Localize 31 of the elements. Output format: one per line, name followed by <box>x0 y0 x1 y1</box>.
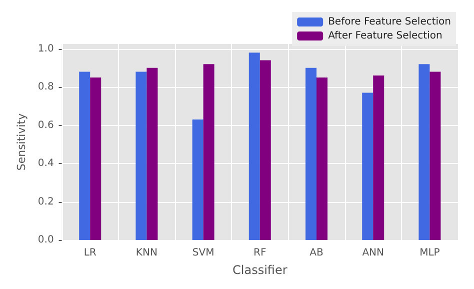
bar <box>203 64 214 240</box>
x-tick-label: KNN <box>136 248 158 258</box>
y-axis-title: Sensitivity <box>15 112 28 171</box>
bar <box>430 72 441 240</box>
y-tick-label: 0.2 <box>38 196 54 208</box>
bar <box>373 76 384 240</box>
x-tick-label: SVM <box>192 248 214 258</box>
y-tick-label: 0.0 <box>38 234 54 246</box>
bar <box>136 72 147 240</box>
bar <box>316 77 328 240</box>
bar <box>192 120 204 240</box>
y-tick-label: 0.6 <box>38 120 54 131</box>
legend-label: After Feature Selection <box>328 30 442 42</box>
bar <box>146 68 158 240</box>
y-tick-label: 0.8 <box>38 82 54 93</box>
legend-label: Before Feature Selection <box>328 16 452 28</box>
bar <box>90 77 102 240</box>
x-tick-label: LR <box>84 248 96 258</box>
bar <box>362 92 374 240</box>
x-tick-label: ANN <box>362 248 384 258</box>
y-tick-label: 1.0 <box>38 43 54 54</box>
x-axis-title: Classifier <box>232 263 288 277</box>
x-tick-label: RF <box>254 248 266 258</box>
bar <box>79 72 90 240</box>
x-tick-label: MLP <box>420 248 440 258</box>
x-tick-label: AB <box>310 248 324 258</box>
bar <box>306 68 316 240</box>
y-tick-label: 0.4 <box>38 158 54 170</box>
bar <box>260 60 271 240</box>
bar <box>248 52 260 240</box>
bar <box>418 64 430 240</box>
